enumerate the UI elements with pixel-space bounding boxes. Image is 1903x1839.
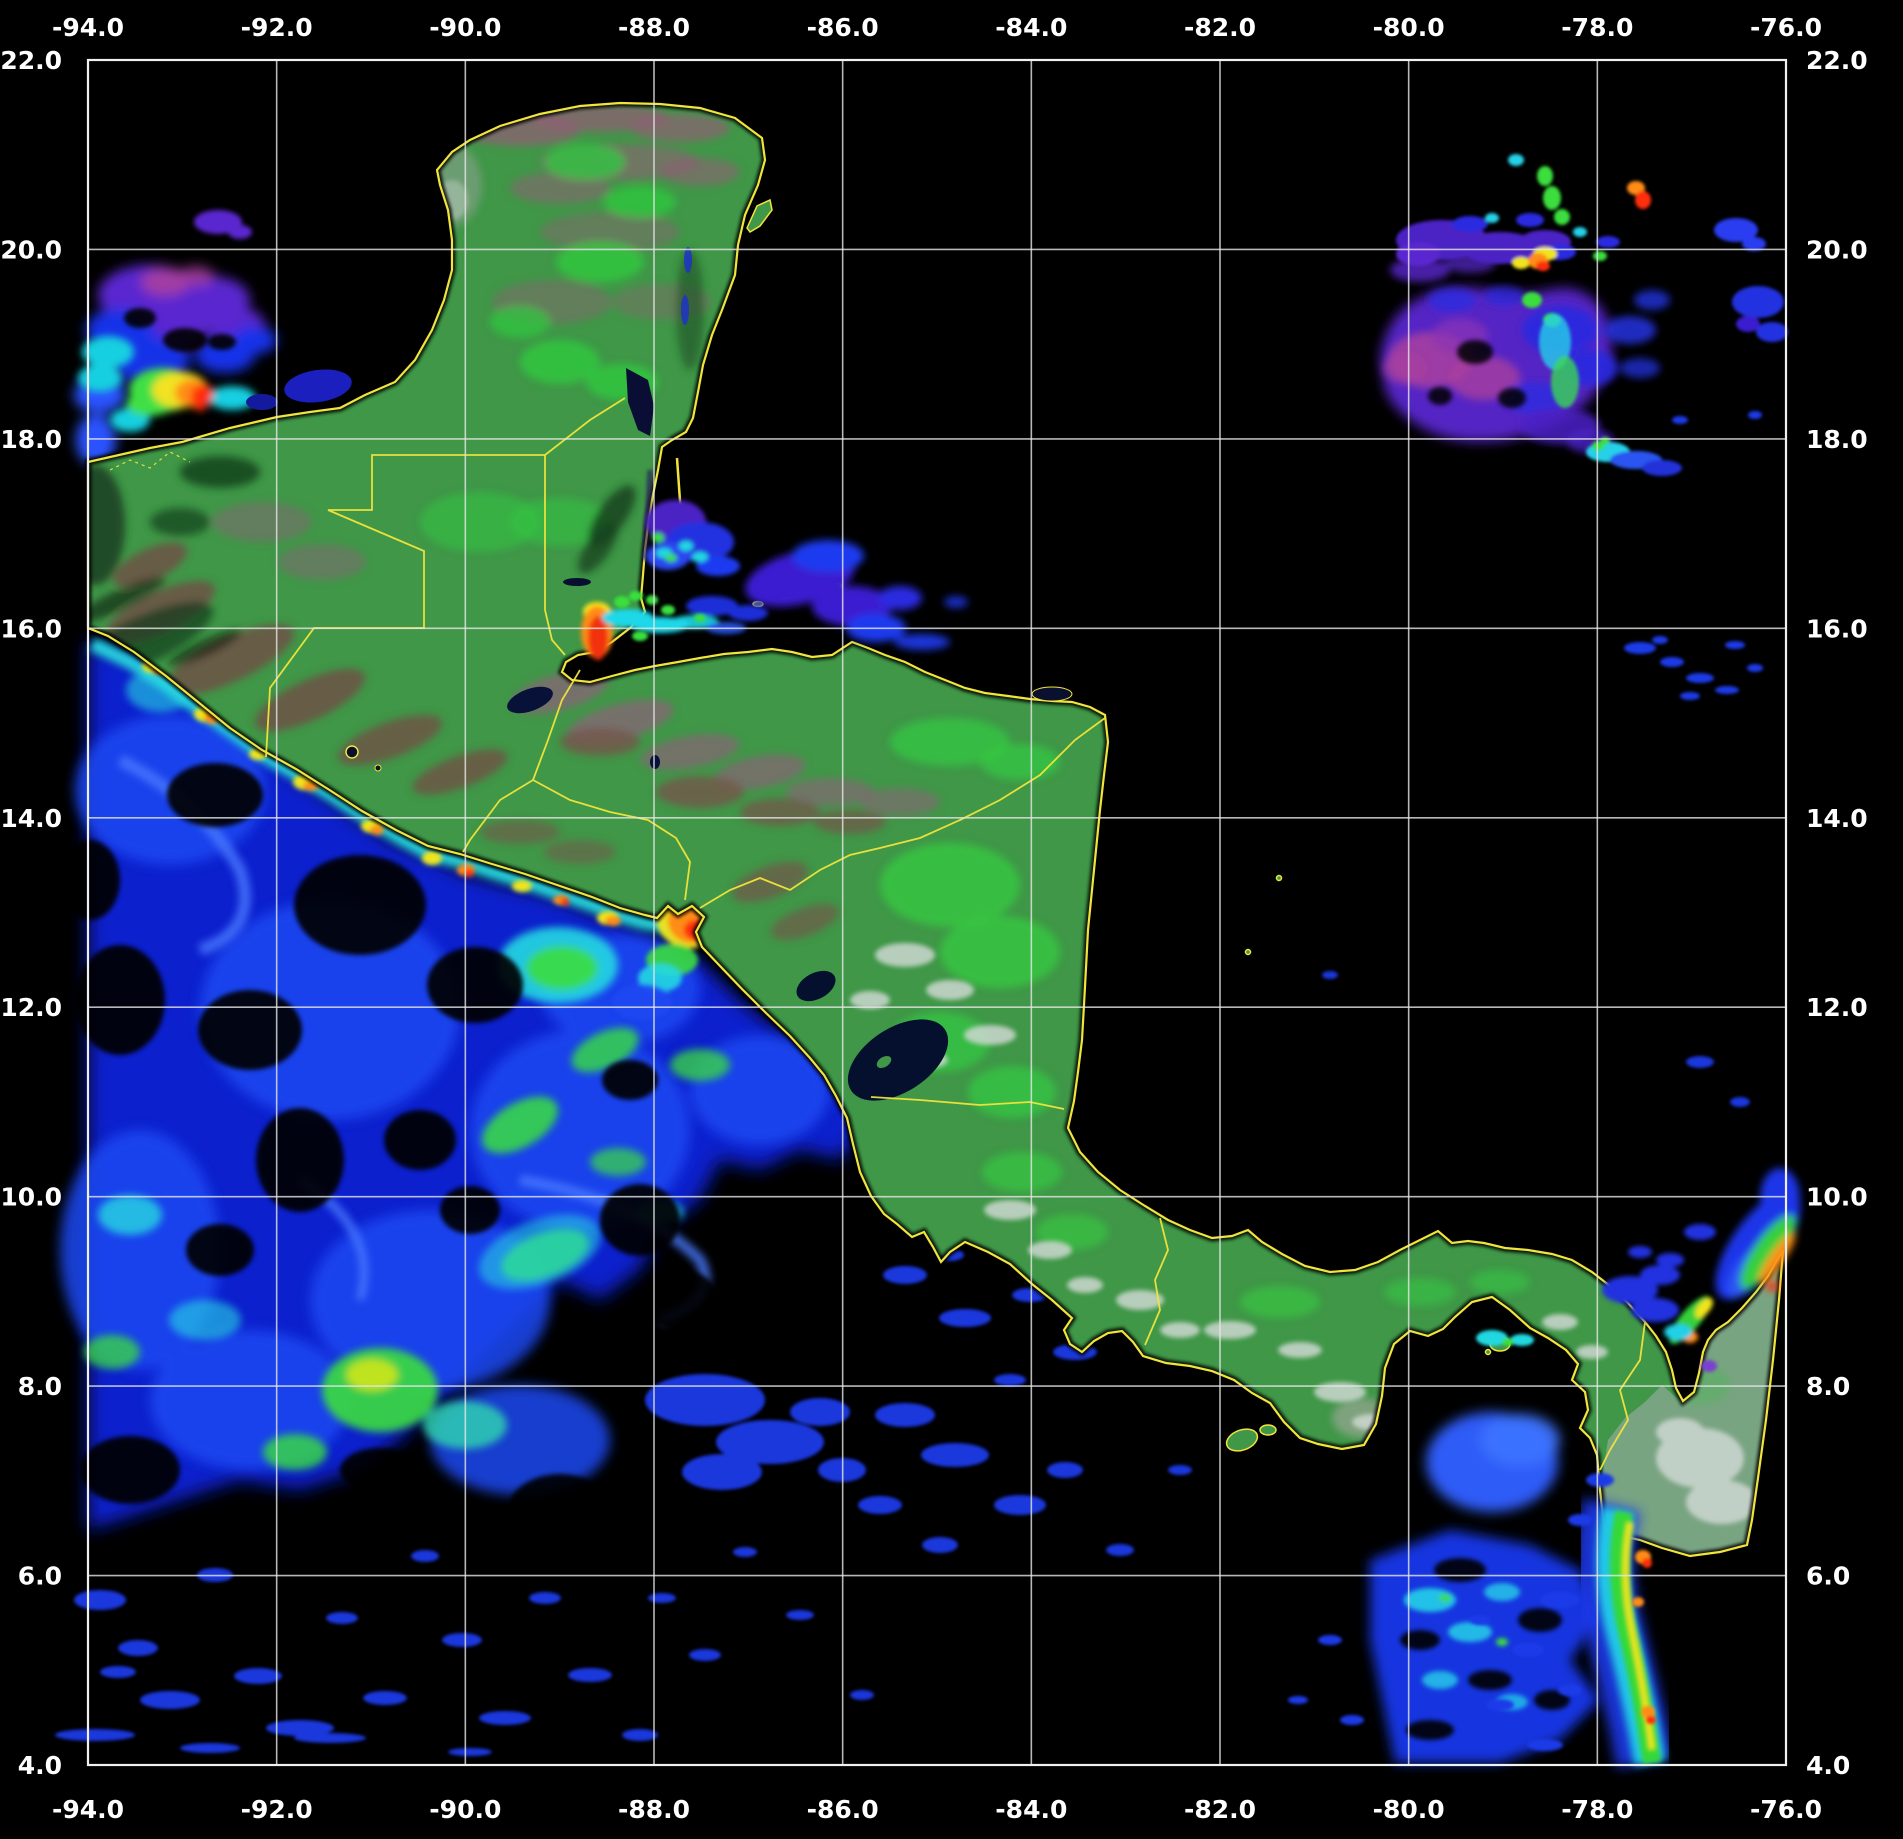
left-axis-tick-label: 20.0	[0, 235, 62, 264]
border-panama-colombia	[1599, 1321, 1646, 1471]
right-axis-tick-label: 4.0	[1806, 1751, 1850, 1780]
axis-labels-top: -94.0 -92.0 -90.0 -88.0 -86.0 -84.0 -82.0 -80.0…	[52, 13, 1822, 42]
right-axis-tick-label: 16.0	[1806, 614, 1868, 643]
colombia-pacific-plume	[1470, 1473, 1674, 1769]
caratasca-lagoon	[1031, 686, 1073, 702]
lake-atitlan	[345, 745, 359, 759]
yucatan-coastal-bay2	[681, 295, 689, 325]
border-nicaragua-costarica	[870, 1096, 1065, 1110]
bay-of-campeche-plume	[74, 210, 277, 466]
left-axis-tick-label: 16.0	[0, 614, 62, 643]
coiba-island	[1225, 1428, 1259, 1452]
top-axis-tick-label: -80.0	[1373, 13, 1445, 42]
top-axis-tick-label: -90.0	[429, 13, 501, 42]
border-honduras-nicaragua	[699, 717, 1106, 909]
colombia-caribbean-plume	[1602, 1168, 1801, 1344]
lake-yojoa	[650, 755, 660, 769]
bottom-axis-tick-label: -92.0	[241, 1795, 313, 1824]
bottom-axis-tick-label: -94.0	[52, 1795, 124, 1824]
left-axis-tick-label: 10.0	[0, 1183, 62, 1212]
jamaica-north-speck-cluster	[1396, 154, 1788, 408]
bottom-axis-tick-label: -84.0	[995, 1795, 1067, 1824]
east-belize-patch	[646, 500, 740, 576]
border-belize-guatemala	[544, 455, 566, 656]
top-axis-tick-label: -76.0	[1750, 13, 1822, 42]
border-guatemala-honduras	[532, 669, 581, 781]
right-axis-tick-label: 12.0	[1806, 993, 1868, 1022]
right-axis-tick-label: 20.0	[1806, 235, 1868, 264]
belize-coastal-lagoon	[642, 469, 653, 561]
top-axis-tick-label: -82.0	[1184, 13, 1256, 42]
left-axis-tick-label: 18.0	[0, 425, 62, 454]
right-axis-tick-label: 22.0	[1806, 46, 1868, 75]
top-axis-tick-label: -78.0	[1561, 13, 1633, 42]
left-axis-tick-label: 8.0	[18, 1372, 62, 1401]
laguna-de-terminos	[284, 369, 352, 403]
lake-izabal	[507, 686, 553, 714]
providencia-island	[1275, 874, 1283, 882]
bottom-axis-tick-label: -90.0	[429, 1795, 501, 1824]
right-axis-tick-label: 6.0	[1806, 1562, 1850, 1591]
yucatan-coastal-bay	[684, 247, 692, 273]
bottom-axis-tick-label: -78.0	[1561, 1795, 1633, 1824]
left-axis-tick-label: 14.0	[0, 804, 62, 833]
right-axis-tick-label: 10.0	[1806, 1183, 1868, 1212]
caribbean-right-specks	[1624, 411, 1763, 700]
country-borders	[109, 397, 1646, 1471]
bottom-axis-tick-label: -88.0	[618, 1795, 690, 1824]
cozumel-island	[746, 198, 773, 233]
map-frame	[86, 58, 1788, 1767]
bottom-axis-tick-label: -80.0	[1373, 1795, 1445, 1824]
right-axis-tick-label: 18.0	[1806, 425, 1868, 454]
axis-labels-right: 22.0 20.0 18.0 16.0 14.0 12.0 10.0 8.0 6.0 4.0	[1806, 46, 1868, 1780]
bottom-axis-tick-label: -82.0	[1184, 1795, 1256, 1824]
lake-nicaragua	[847, 1019, 949, 1101]
top-axis-tick-label: -86.0	[807, 13, 879, 42]
top-axis-tick-label: -88.0	[618, 13, 690, 42]
chetumal-bay	[626, 368, 654, 436]
pearl-islet	[1484, 1348, 1492, 1356]
cebaco-island	[1259, 1424, 1277, 1436]
right-axis-tick-label: 8.0	[1806, 1372, 1850, 1401]
border-mexico-belize	[544, 397, 626, 456]
axis-labels-bottom: -94.0 -92.0 -90.0 -88.0 -86.0 -84.0 -82.0 -80.0…	[52, 1795, 1822, 1824]
border-elsalvador-honduras	[532, 779, 691, 901]
top-axis-tick-label: -92.0	[241, 13, 313, 42]
left-axis-tick-label: 4.0	[18, 1751, 62, 1780]
west-lagoon	[246, 394, 278, 410]
left-axis-tick-label: 12.0	[0, 993, 62, 1022]
gulf-of-panama-bloom	[1288, 1330, 1717, 1763]
border-costarica-panama	[1144, 1217, 1169, 1346]
border-mexico-guatemala	[265, 454, 545, 758]
tabasco-river-marks	[109, 451, 191, 471]
san-andres-island	[1244, 948, 1252, 956]
lake-peten-itza	[563, 578, 591, 586]
ometepe-island	[876, 1055, 892, 1069]
top-axis-tick-label: -94.0	[52, 13, 124, 42]
left-axis-tick-label: 6.0	[18, 1562, 62, 1591]
bottom-axis-tick-label: -86.0	[807, 1795, 879, 1824]
bottom-axis-tick-label: -76.0	[1750, 1795, 1822, 1824]
lakes	[246, 247, 1073, 1101]
lake-amatitlan	[374, 764, 382, 772]
central-america-landmass	[57, 103, 1783, 1556]
lake-managua	[796, 970, 836, 1002]
border-guatemala-elsalvador	[462, 779, 534, 853]
axis-labels-left: 22.0 20.0 18.0 16.0 14.0 12.0 10.0 8.0 6.0 4.0	[0, 46, 62, 1780]
right-axis-tick-label: 14.0	[1806, 804, 1868, 833]
top-axis-tick-label: -84.0	[995, 13, 1067, 42]
left-axis-tick-label: 22.0	[0, 46, 62, 75]
